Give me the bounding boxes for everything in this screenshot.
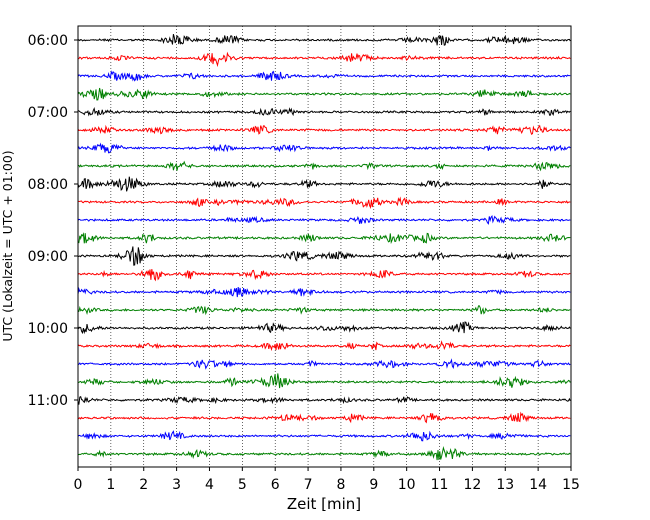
trace-0800 xyxy=(77,176,571,192)
x-tick-label: 3 xyxy=(172,477,181,493)
x-tick-label: 9 xyxy=(369,477,378,493)
trace-1030 xyxy=(77,358,571,370)
x-tick-label: 11 xyxy=(431,477,449,493)
x-tick-label: 12 xyxy=(463,477,481,493)
trace-0915 xyxy=(77,269,571,282)
y-tick-label: 10:00 xyxy=(28,321,68,337)
trace-1145 xyxy=(77,445,571,461)
x-tick-label: 5 xyxy=(238,477,247,493)
x-tick-label: 1 xyxy=(106,477,115,493)
trace-0700 xyxy=(77,106,571,117)
y-tick-label: 09:00 xyxy=(28,249,68,265)
y-tick-label: 06:00 xyxy=(28,33,68,49)
trace-0645 xyxy=(77,87,571,101)
trace-0845 xyxy=(77,232,571,245)
trace-1100 xyxy=(77,395,571,405)
x-axis-ticks: 0 1 2 3 4 5 6 7 8 9 10 11 12 13 14 15 xyxy=(74,467,580,493)
trace-0745 xyxy=(77,160,571,172)
trace-0900 xyxy=(77,246,571,266)
trace-0630 xyxy=(77,70,571,82)
plot-frame xyxy=(77,25,572,468)
x-tick-label: 14 xyxy=(529,477,547,493)
trace-0945 xyxy=(77,305,571,316)
trace-1130 xyxy=(77,430,571,442)
x-tick-label: 15 xyxy=(562,477,580,493)
y-tick-label: 08:00 xyxy=(28,177,68,193)
x-tick-label: 2 xyxy=(139,477,148,493)
trace-1115 xyxy=(77,411,571,424)
trace-1045 xyxy=(77,373,571,389)
trace-0930 xyxy=(77,286,571,298)
trace-0615 xyxy=(77,51,571,68)
x-tick-label: 4 xyxy=(205,477,214,493)
x-tick-label: 8 xyxy=(336,477,345,493)
trace-0815 xyxy=(78,196,571,210)
y-tick-label: 11:00 xyxy=(28,393,68,409)
y-axis-label: UTC (Lokalzeit = UTC + 01:00) xyxy=(0,150,15,341)
y-tick-label: 07:00 xyxy=(28,105,68,121)
trace-1000 xyxy=(77,321,571,335)
trace-0830 xyxy=(77,215,571,225)
x-tick-label: 10 xyxy=(398,477,416,493)
trace-1015 xyxy=(77,340,571,352)
x-tick-label: 13 xyxy=(496,477,514,493)
trace-0600 xyxy=(77,34,571,46)
x-tick-label: 7 xyxy=(304,477,313,493)
trace-0730 xyxy=(77,142,571,154)
x-tick-label: 6 xyxy=(271,477,280,493)
waveform-traces xyxy=(77,34,571,461)
y-axis-ticks: 06:00 07:00 08:00 09:00 10:00 11:00 xyxy=(28,33,78,409)
x-axis-label: Zeit [min] xyxy=(287,495,361,513)
x-tick-label: 0 xyxy=(74,477,83,493)
trace-0715 xyxy=(77,124,571,135)
